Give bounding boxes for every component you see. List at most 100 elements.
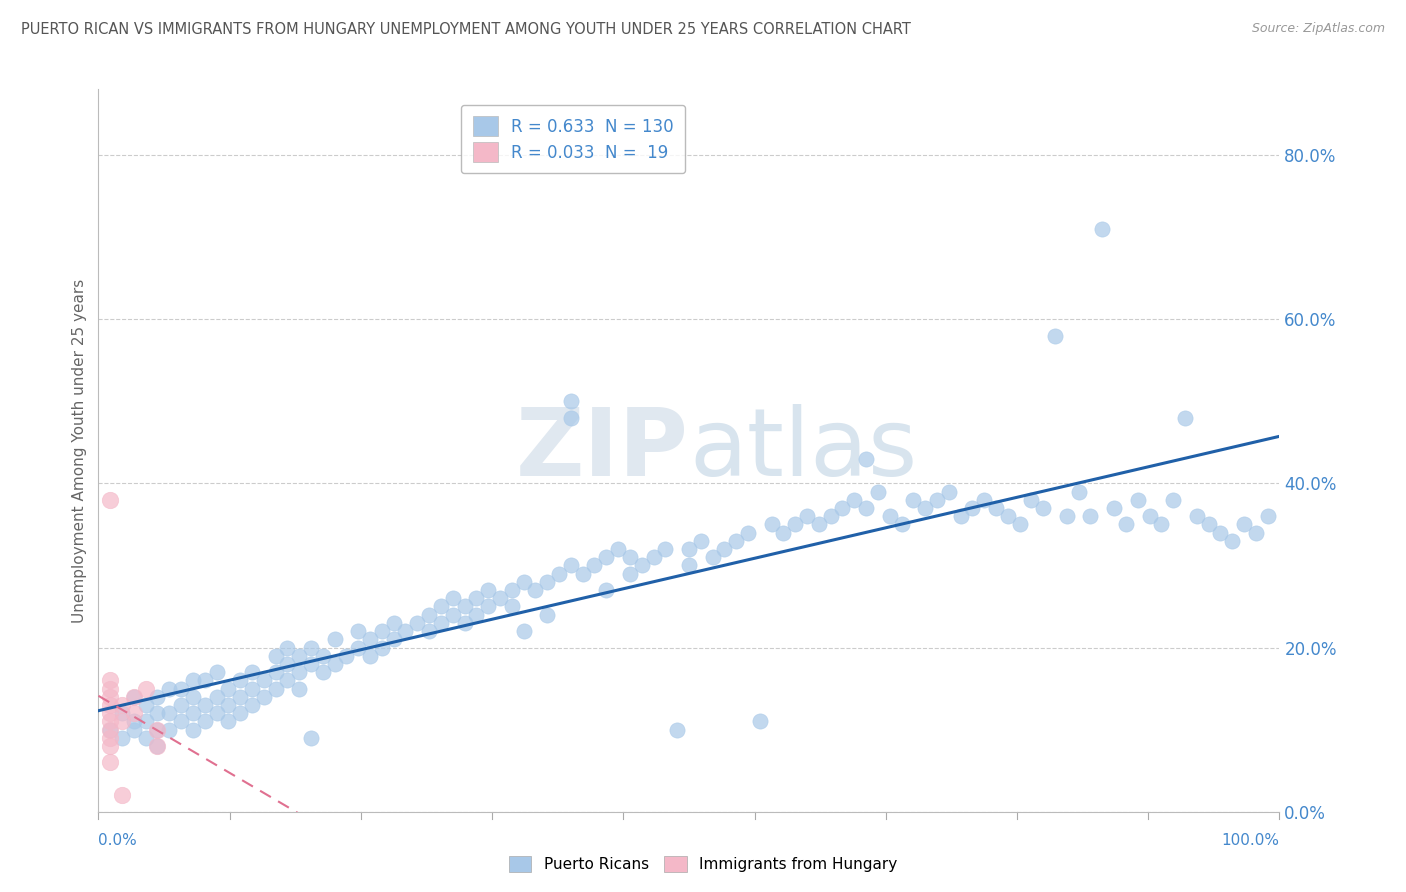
Point bbox=[98, 756, 121, 770]
Point bbox=[205, 665, 228, 680]
Point bbox=[772, 525, 794, 540]
Point bbox=[607, 541, 630, 556]
Point bbox=[122, 690, 145, 704]
Point bbox=[276, 640, 298, 655]
Point bbox=[229, 673, 252, 688]
Point bbox=[181, 690, 204, 704]
Point bbox=[146, 723, 169, 737]
Point bbox=[1080, 509, 1102, 524]
Point bbox=[595, 582, 617, 597]
Point bbox=[111, 706, 134, 721]
Point bbox=[748, 714, 770, 729]
Point bbox=[135, 731, 157, 745]
Point bbox=[914, 500, 936, 515]
Point bbox=[595, 550, 617, 565]
Point bbox=[1244, 525, 1267, 540]
Point bbox=[194, 698, 217, 712]
Point bbox=[477, 582, 499, 597]
Point bbox=[98, 714, 121, 729]
Point bbox=[229, 690, 252, 704]
Point bbox=[820, 509, 842, 524]
Point bbox=[146, 706, 169, 721]
Point bbox=[111, 714, 134, 729]
Point bbox=[465, 591, 488, 606]
Point bbox=[1139, 509, 1161, 524]
Point bbox=[135, 698, 157, 712]
Point bbox=[205, 706, 228, 721]
Point bbox=[299, 657, 322, 671]
Point bbox=[181, 673, 204, 688]
Point bbox=[619, 550, 641, 565]
Point bbox=[181, 706, 204, 721]
Point bbox=[666, 723, 689, 737]
Point bbox=[122, 706, 145, 721]
Point bbox=[382, 632, 405, 647]
Point bbox=[678, 541, 700, 556]
Point bbox=[146, 739, 169, 753]
Point bbox=[536, 607, 558, 622]
Point bbox=[890, 517, 912, 532]
Point bbox=[299, 731, 322, 745]
Point bbox=[689, 533, 711, 548]
Point bbox=[643, 550, 665, 565]
Point bbox=[796, 509, 818, 524]
Text: Source: ZipAtlas.com: Source: ZipAtlas.com bbox=[1251, 22, 1385, 36]
Point bbox=[761, 517, 783, 532]
Point bbox=[725, 533, 748, 548]
Point bbox=[925, 492, 948, 507]
Point bbox=[240, 665, 263, 680]
Point bbox=[1115, 517, 1137, 532]
Point bbox=[181, 723, 204, 737]
Point bbox=[973, 492, 995, 507]
Point bbox=[1056, 509, 1078, 524]
Point bbox=[135, 681, 157, 696]
Point bbox=[276, 673, 298, 688]
Point bbox=[359, 632, 381, 647]
Point bbox=[785, 517, 807, 532]
Point bbox=[949, 509, 972, 524]
Point bbox=[1220, 533, 1243, 548]
Point bbox=[264, 648, 287, 663]
Text: PUERTO RICAN VS IMMIGRANTS FROM HUNGARY UNEMPLOYMENT AMONG YOUTH UNDER 25 YEARS : PUERTO RICAN VS IMMIGRANTS FROM HUNGARY … bbox=[21, 22, 911, 37]
Point bbox=[477, 599, 499, 614]
Point bbox=[371, 640, 394, 655]
Point bbox=[135, 714, 157, 729]
Point bbox=[1102, 500, 1125, 515]
Point bbox=[229, 706, 252, 721]
Point bbox=[1209, 525, 1232, 540]
Point bbox=[713, 541, 735, 556]
Point bbox=[1126, 492, 1149, 507]
Point bbox=[1067, 484, 1090, 499]
Legend: R = 0.633  N = 130, R = 0.033  N =  19: R = 0.633 N = 130, R = 0.033 N = 19 bbox=[461, 104, 685, 173]
Point bbox=[359, 648, 381, 663]
Point bbox=[194, 673, 217, 688]
Point bbox=[855, 500, 877, 515]
Point bbox=[170, 714, 193, 729]
Point bbox=[394, 624, 416, 639]
Point bbox=[430, 615, 453, 630]
Point bbox=[253, 673, 276, 688]
Point bbox=[264, 665, 287, 680]
Point bbox=[844, 492, 866, 507]
Point bbox=[1233, 517, 1256, 532]
Point bbox=[312, 665, 335, 680]
Point bbox=[418, 607, 440, 622]
Point bbox=[430, 599, 453, 614]
Point bbox=[1091, 221, 1114, 235]
Point bbox=[512, 574, 534, 589]
Point bbox=[157, 681, 180, 696]
Point bbox=[453, 599, 475, 614]
Point bbox=[702, 550, 724, 565]
Point bbox=[205, 690, 228, 704]
Point bbox=[571, 566, 593, 581]
Point bbox=[1021, 492, 1043, 507]
Text: 0.0%: 0.0% bbox=[98, 833, 138, 848]
Point bbox=[98, 673, 121, 688]
Point bbox=[371, 624, 394, 639]
Point bbox=[288, 648, 311, 663]
Point bbox=[630, 558, 652, 573]
Point bbox=[98, 690, 121, 704]
Point bbox=[1185, 509, 1208, 524]
Point bbox=[98, 706, 121, 721]
Point bbox=[347, 624, 370, 639]
